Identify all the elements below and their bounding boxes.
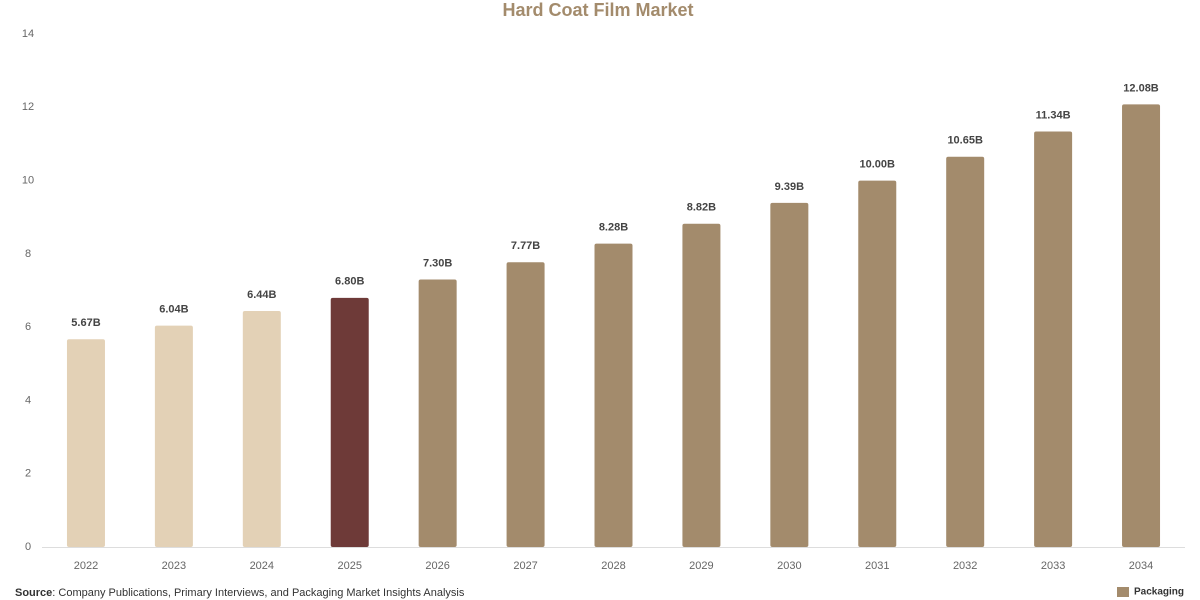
y-tick-label: 6 (25, 321, 31, 333)
x-tick-label: 2025 (337, 560, 361, 572)
bar (770, 202, 809, 547)
bar (1122, 104, 1161, 548)
value-label: 12.08B (1123, 82, 1159, 94)
value-label: 11.34B (1036, 109, 1071, 121)
source: Source: Company Publications, Primary In… (15, 587, 465, 599)
x-tick-label: 2024 (250, 560, 274, 572)
y-tick-label: 0 (25, 541, 31, 553)
logo-icon (1117, 587, 1129, 597)
source-label: Source (15, 587, 52, 599)
value-label: 7.77B (511, 240, 540, 252)
x-tick-label: 2032 (953, 560, 977, 572)
x-tick-label: 2022 (74, 560, 98, 572)
x-tick-label: 2023 (162, 560, 186, 572)
bar (418, 279, 457, 547)
logo: Packaging (1134, 587, 1184, 598)
y-tick-label: 4 (25, 394, 31, 406)
y-tick-label: 8 (25, 248, 31, 260)
y-tick-label: 2 (25, 468, 31, 480)
value-label: 10.00B (860, 158, 896, 170)
bar (154, 325, 193, 547)
y-tick-label: 10 (22, 174, 34, 186)
x-tick-label: 2027 (513, 560, 537, 572)
bar (1034, 131, 1073, 547)
value-label: 8.28B (599, 222, 628, 234)
y-tick-label: 12 (22, 101, 34, 113)
value-label: 7.30B (423, 257, 452, 269)
value-label: 5.67B (71, 317, 100, 329)
bar (594, 243, 633, 547)
value-label: 6.80B (335, 276, 364, 288)
bar (330, 297, 369, 547)
x-tick-label: 2033 (1041, 560, 1065, 572)
bar (858, 180, 897, 548)
chart-title: Hard Coat Film Market (502, 0, 693, 20)
value-label: 8.82B (687, 202, 716, 214)
x-tick-label: 2031 (865, 560, 889, 572)
bar (242, 311, 281, 547)
x-tick-label: 2026 (425, 560, 449, 572)
source-text: : Company Publications, Primary Intervie… (52, 587, 465, 599)
x-tick-label: 2034 (1129, 560, 1153, 572)
bar (506, 262, 545, 547)
value-label: 6.44B (247, 289, 276, 301)
x-tick-label: 2030 (777, 560, 801, 572)
bar (946, 156, 985, 547)
y-tick-label: 14 (22, 28, 34, 40)
x-tick-label: 2028 (601, 560, 625, 572)
x-tick-label: 2029 (689, 560, 713, 572)
bar (682, 223, 721, 547)
value-label: 10.65B (947, 135, 983, 147)
value-label: 6.04B (159, 304, 188, 316)
bar (66, 339, 105, 547)
value-label: 9.39B (775, 181, 804, 193)
